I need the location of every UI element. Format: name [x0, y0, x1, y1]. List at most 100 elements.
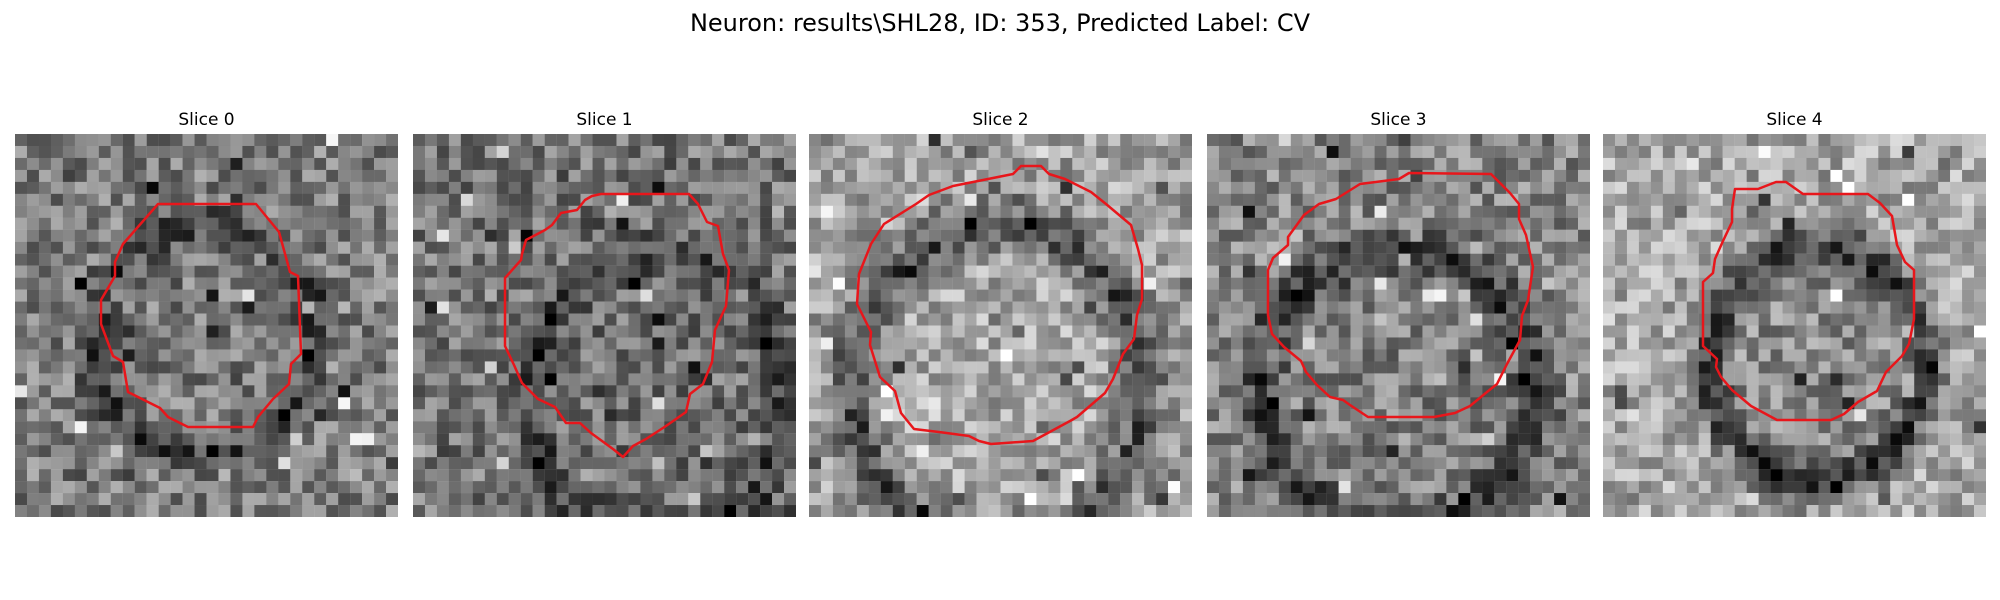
- image-pixel: [1782, 241, 1795, 254]
- image-pixel: [1470, 301, 1483, 314]
- image-pixel: [424, 445, 438, 458]
- image-pixel: [1470, 325, 1483, 338]
- image-pixel: [242, 349, 255, 362]
- image-pixel: [242, 265, 255, 278]
- image-pixel: [688, 349, 701, 362]
- image-pixel: [1710, 349, 1723, 362]
- image-pixel: [904, 433, 917, 446]
- image-pixel: [338, 157, 351, 171]
- image-pixel: [1096, 337, 1109, 350]
- image-pixel: [1734, 409, 1747, 422]
- image-pixel: [964, 229, 977, 242]
- image-pixel: [1554, 337, 1567, 350]
- image-pixel: [278, 205, 291, 218]
- image-pixel: [1974, 385, 1986, 398]
- image-pixel: [1962, 361, 1975, 374]
- image-pixel: [1746, 349, 1759, 362]
- image-pixel: [1314, 493, 1327, 506]
- image-pixel: [496, 469, 509, 482]
- image-pixel: [1350, 169, 1363, 183]
- image-pixel: [964, 157, 977, 171]
- image-pixel: [338, 313, 351, 326]
- image-pixel: [1674, 193, 1687, 206]
- image-pixel: [760, 193, 773, 206]
- image-pixel: [1156, 325, 1169, 338]
- image-pixel: [194, 325, 207, 338]
- image-pixel: [1060, 373, 1073, 386]
- image-pixel: [484, 241, 497, 254]
- image-pixel: [1914, 277, 1927, 290]
- image-pixel: [1326, 277, 1339, 290]
- image-pixel: [1746, 193, 1759, 206]
- image-pixel: [916, 457, 929, 470]
- image-pixel: [988, 265, 1001, 278]
- image-pixel: [1950, 409, 1963, 422]
- image-pixel: [916, 265, 929, 278]
- image-pixel: [1072, 241, 1085, 254]
- image-pixel: [86, 181, 99, 194]
- image-pixel: [15, 361, 28, 374]
- image-pixel: [1842, 241, 1855, 254]
- image-pixel: [1314, 361, 1327, 374]
- image-pixel: [1278, 481, 1291, 494]
- image-pixel: [290, 241, 303, 254]
- image-pixel: [182, 325, 195, 338]
- image-pixel: [604, 253, 617, 266]
- image-pixel: [976, 193, 989, 206]
- image-pixel: [748, 289, 761, 302]
- image-pixel: [532, 505, 545, 517]
- image-pixel: [1398, 433, 1411, 446]
- image-pixel: [1554, 134, 1567, 147]
- image-pixel: [1603, 445, 1616, 458]
- image-pixel: [760, 481, 773, 494]
- image-pixel: [1926, 385, 1939, 398]
- image-pixel: [700, 289, 713, 302]
- image-pixel: [652, 337, 665, 350]
- image-pixel: [976, 181, 989, 194]
- image-pixel: [1674, 349, 1687, 362]
- image-pixel: [928, 469, 941, 482]
- image-pixel: [1024, 481, 1037, 494]
- image-pixel: [158, 385, 171, 398]
- image-pixel: [1290, 289, 1303, 302]
- image-pixel: [1060, 337, 1073, 350]
- image-pixel: [1494, 157, 1507, 171]
- image-pixel: [976, 157, 989, 171]
- image-pixel: [640, 505, 653, 517]
- image-pixel: [1950, 337, 1963, 350]
- image-pixel: [1012, 229, 1025, 242]
- image-pixel: [1902, 361, 1915, 374]
- image-pixel: [928, 505, 941, 517]
- image-pixel: [592, 457, 605, 470]
- image-pixel: [928, 301, 941, 314]
- image-pixel: [1254, 217, 1267, 230]
- image-pixel: [976, 469, 989, 482]
- slice-title-4: Slice 4: [1766, 110, 1823, 130]
- image-pixel: [74, 445, 87, 458]
- image-pixel: [1830, 433, 1843, 446]
- image-pixel: [1674, 134, 1687, 147]
- image-pixel: [1494, 241, 1507, 254]
- image-pixel: [652, 313, 665, 326]
- image-pixel: [134, 445, 147, 458]
- image-pixel: [988, 385, 1001, 398]
- image-pixel: [1614, 457, 1628, 470]
- image-pixel: [1000, 229, 1013, 242]
- image-pixel: [1254, 145, 1267, 159]
- image-pixel: [1782, 421, 1795, 434]
- image-pixel: [748, 349, 761, 362]
- image-pixel: [326, 397, 339, 410]
- image-pixel: [1626, 289, 1640, 302]
- image-pixel: [760, 277, 773, 290]
- image-pixel: [1168, 289, 1181, 302]
- image-pixel: [664, 134, 677, 147]
- image-pixel: [50, 505, 64, 517]
- image-pixel: [592, 445, 605, 458]
- image-pixel: [580, 349, 593, 362]
- image-pixel: [676, 229, 689, 242]
- image-pixel: [580, 409, 593, 422]
- image-pixel: [1758, 373, 1771, 386]
- image-pixel: [122, 445, 135, 458]
- image-pixel: [1072, 217, 1085, 230]
- image-pixel: [194, 301, 207, 314]
